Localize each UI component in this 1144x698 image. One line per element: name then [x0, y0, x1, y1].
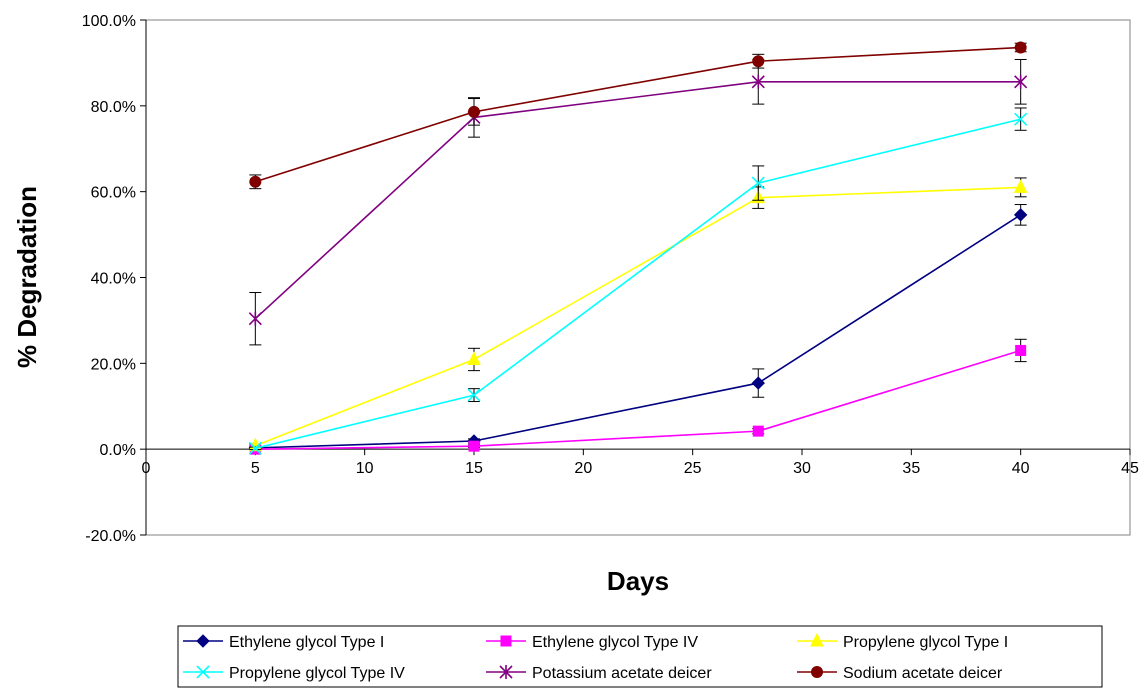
legend-marker: [500, 635, 512, 647]
x-tick-label: 5: [251, 460, 260, 477]
data-point: [248, 311, 262, 326]
legend-marker: [810, 632, 824, 647]
series-line: [255, 214, 1022, 449]
x-tick-label: 40: [1012, 460, 1030, 477]
y-tick-label: -20.0%: [85, 528, 136, 545]
legend-box: [177, 625, 1103, 688]
legend-marker: [499, 665, 513, 679]
y-tick-label: 0.0%: [100, 442, 136, 459]
x-tick-label: 30: [793, 460, 811, 477]
y-tick-label: 40.0%: [91, 271, 136, 288]
data-point: [468, 440, 480, 452]
x-tick-label: 25: [684, 460, 702, 477]
data-point: [467, 388, 481, 402]
legend-item: Propylene glycol Type IV: [183, 665, 405, 682]
legend-label: Potassium acetate deicer: [532, 665, 712, 682]
legend-marker: [196, 634, 210, 648]
x-axis-title: Days: [607, 566, 669, 596]
data-point: [752, 425, 764, 437]
data-point: [248, 441, 262, 455]
legend-marker: [196, 665, 210, 679]
legend-label: Ethylene glycol Type I: [229, 634, 384, 651]
y-tick-label: 100.0%: [82, 13, 136, 30]
data-point: [1014, 112, 1028, 126]
legend-label: Propylene glycol Type I: [843, 634, 1008, 651]
x-tick-labels: 0 5 10 15 20 25 30 35 40 45: [142, 460, 1139, 477]
legend: Ethylene glycol Type I Ethylene glycol Ty…: [177, 625, 1103, 688]
series-line: [255, 118, 1021, 450]
series-4: [248, 107, 1028, 455]
legend-label: Ethylene glycol Type IV: [532, 634, 698, 651]
y-tick-label: 80.0%: [91, 99, 136, 116]
series-layer: [248, 41, 1028, 455]
data-point: [752, 55, 765, 68]
data-point: [467, 351, 481, 365]
legend-marker: [811, 666, 823, 678]
data-point: [751, 176, 765, 190]
data-point: [1013, 208, 1028, 222]
data-point: [1015, 344, 1027, 356]
data-point: [751, 376, 765, 390]
data-point: [1013, 179, 1028, 193]
legend-item: Potassium acetate deicer: [486, 665, 712, 682]
x-tick-label: 45: [1121, 460, 1139, 477]
data-point: [1014, 41, 1027, 54]
legend-label: Propylene glycol Type IV: [229, 665, 405, 682]
x-tick-label: 20: [574, 460, 592, 477]
legend-item: Ethylene glycol Type IV: [486, 634, 698, 651]
series-line: [254, 81, 1021, 320]
data-point: [751, 74, 765, 89]
series-line: [255, 46, 1021, 183]
y-tick-labels: -20.0% 0.0% 20.0% 40.0% 60.0% 80.0% 100.0%: [82, 13, 136, 545]
data-point: [468, 105, 480, 118]
legend-label: Sodium acetate deicer: [843, 665, 1003, 682]
x-tick-label: 15: [465, 460, 483, 477]
legend-item: Propylene glycol Type I: [797, 632, 1008, 651]
series-line: [255, 349, 1021, 450]
data-point: [1014, 74, 1028, 89]
series-6: [249, 41, 1027, 190]
x-tick-label: 0: [142, 460, 151, 477]
series-line: [255, 186, 1021, 447]
data-point: [249, 175, 262, 188]
x-tick-label: 35: [902, 460, 920, 477]
y-tick-label: 60.0%: [91, 185, 136, 202]
legend-item: Sodium acetate deicer: [797, 665, 1003, 682]
legend-item: Ethylene glycol Type I: [183, 634, 384, 651]
y-axis-title: % Degradation: [12, 186, 42, 368]
y-tick-label: 20.0%: [91, 356, 136, 373]
x-tick-label: 10: [356, 460, 374, 477]
